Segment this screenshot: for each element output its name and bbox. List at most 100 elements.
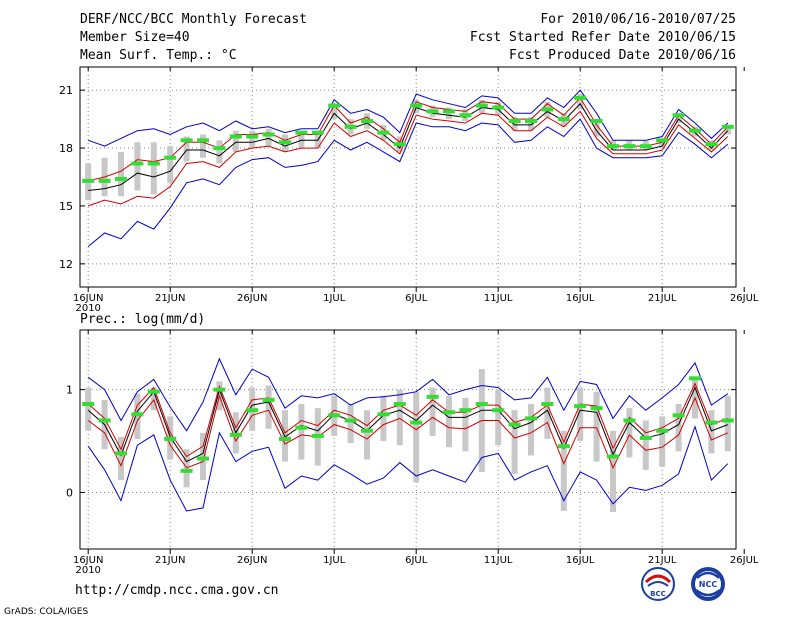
precip-member-marker [180,468,193,473]
precip-plot-frame [79,329,737,550]
temp-spread-bar [216,140,223,164]
temp-member-marker [492,105,505,110]
precip-member-marker [311,433,324,438]
precip-member-marker [492,408,505,413]
precip-member-marker [197,456,209,461]
temp-member-marker [213,146,226,151]
temp-spread-bar [577,94,584,110]
temp-line-lower-inner [88,110,729,207]
temp-ytick-label: 15 [59,200,73,213]
temp-member-marker [328,103,341,108]
temp-member-marker [689,128,701,133]
temp-xtick-label: 1JUL [323,293,346,304]
precip-spread-bar [642,420,649,470]
temp-member-marker [607,144,619,149]
ncc-logo-text: NCC [699,580,718,589]
precip-spread-bar [626,408,633,458]
precip-member-marker [164,436,177,441]
forecast-start-label: Fcst Started Refer Date 2010/06/15 [469,30,736,45]
temp-plot-frame [79,66,737,288]
precip-spread-bar [495,389,502,446]
temp-xtick-label: 21JUN [155,293,185,304]
temp-member-marker [180,138,193,143]
precip-member-marker [705,420,718,425]
variable-label: Mean Surf. Temp.: °C [80,48,237,63]
precip-xtick-label: 21JUN [155,555,185,566]
temp-spread-bar [659,138,666,149]
precip-member-marker [98,418,111,423]
temp-member-marker [590,119,603,124]
temp-member-marker [508,119,521,124]
temp-ytick-label: 18 [59,142,73,155]
temp-member-marker [672,113,685,118]
precip-spread-bar [265,385,272,429]
precip-xtick-label: 16JUL [566,555,595,566]
precip-spread-bar [560,430,567,511]
temp-line-lower-outer [87,118,729,247]
precip-member-marker [574,404,587,409]
precip-member-marker [328,413,341,418]
precip-member-marker [393,402,406,407]
temp-xtick-label: 6JUL [405,293,428,304]
precip-spread-bar [134,393,141,439]
temp-spread-bar [200,134,206,158]
temp-member-marker [377,130,390,135]
precip-spread-bar [593,391,600,462]
precip-spread-bar [118,436,124,481]
precip-line-mean [87,386,728,463]
precip-member-marker [115,451,127,456]
precip-member-marker [721,418,734,423]
precip-spread-bar [528,404,534,456]
precip-ytick-label: 0 [66,486,73,499]
temp-member-marker [443,109,455,114]
temp-member-marker [656,138,669,143]
precip-member-marker [246,408,259,413]
temp-member-marker [525,119,537,124]
precip-xtick-label: 21JUL [648,555,677,566]
precip-member-marker [607,454,619,459]
source-url[interactable]: http://cmdp.ncc.cma.gov.cn [75,583,279,598]
temp-member-marker [574,95,587,100]
precip-variable-label: Prec.: log(mm/d) [80,312,205,327]
temp-member-marker [541,107,554,112]
temp-member-marker [279,140,291,145]
bcc-logo-text: BCC [650,590,666,598]
precip-xtick-label: 16JUN [73,555,103,566]
grads-credit: GrADS: COLA/IGES [4,607,89,617]
precip-member-marker [672,413,685,418]
precip-member-marker [213,387,226,392]
temp-member-marker [410,103,423,108]
temp-member-marker [197,138,209,143]
temp-member-marker [459,113,472,118]
temp-spread-bar [118,151,124,197]
temp-member-marker [295,130,308,135]
temp-member-marker [393,142,406,147]
temp-spread-bar [724,124,731,135]
temp-member-marker [623,144,636,149]
precip-line-upper-inner [87,382,728,458]
precip-spread-bar [380,395,387,442]
precip-member-marker [344,418,357,423]
member-size-label: Member Size=40 [80,30,190,45]
temp-spread-bar [528,117,534,131]
precip-member-marker [459,408,472,413]
temp-ytick-label: 12 [59,258,73,271]
temp-xtick-label: 16JUL [566,293,595,304]
temp-spread-bar [675,113,682,123]
precip-line-lower-inner [87,394,729,470]
precip-spread-bar [413,391,420,483]
temp-member-marker [721,124,734,129]
precip-xtick-label: 11JUL [484,555,513,566]
precip-spread-bar [511,410,518,474]
temp-spread-bar [232,130,239,152]
ncc-logo: NCC [691,567,725,601]
temp-line-upper-outer [88,89,729,147]
temp-member-marker [361,119,373,124]
precip-xtick-label: 26JUL [730,555,759,566]
temp-member-marker [262,132,275,137]
temp-member-marker [229,134,242,139]
precip-spread-bar [396,389,403,446]
temp-member-marker [311,130,324,135]
